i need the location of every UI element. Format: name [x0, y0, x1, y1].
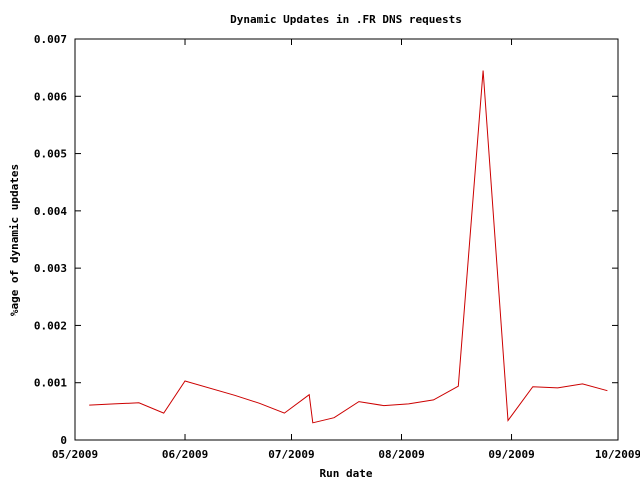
x-tick-label: 07/2009 — [268, 448, 314, 461]
chart-title: Dynamic Updates in .FR DNS requests — [230, 13, 462, 26]
x-tick-label: 08/2009 — [378, 448, 424, 461]
x-tick-label: 10/2009 — [595, 448, 640, 461]
plot-area-frame — [74, 38, 619, 441]
y-tick-label: 0.007 — [34, 33, 67, 46]
series-line — [89, 70, 608, 424]
y-tick-label: 0 — [60, 434, 67, 447]
y-tick-label: 0.004 — [34, 205, 67, 218]
x-axis-ticks: 05/2009 06/2009 07/2009 08/2009 09/2009 10/20… — [52, 39, 640, 461]
x-tick-label: 05/2009 — [52, 448, 98, 461]
y-tick-label: 0.001 — [34, 377, 67, 390]
y-axis-label: %age of dynamic updates — [8, 164, 21, 316]
y-tick-label: 0.005 — [34, 148, 67, 161]
x-tick-label: 09/2009 — [488, 448, 534, 461]
x-tick-label: 06/2009 — [162, 448, 208, 461]
y-tick-label: 0.006 — [34, 90, 67, 103]
x-axis-label: Run date — [320, 467, 373, 480]
y-tick-label: 0.003 — [34, 262, 67, 275]
series-layer — [89, 70, 608, 424]
y-tick-label: 0.002 — [34, 319, 67, 332]
y-axis-ticks: 0 0.001 0.002 0.003 0.004 0.005 0.006 0.007 — [34, 33, 618, 447]
